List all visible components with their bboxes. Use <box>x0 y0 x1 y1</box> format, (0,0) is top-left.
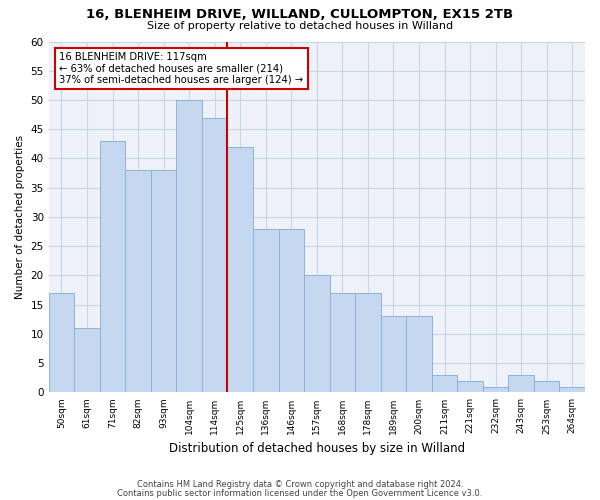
Text: 16, BLENHEIM DRIVE, WILLAND, CULLOMPTON, EX15 2TB: 16, BLENHEIM DRIVE, WILLAND, CULLOMPTON,… <box>86 8 514 20</box>
Text: Size of property relative to detached houses in Willand: Size of property relative to detached ho… <box>147 21 453 31</box>
Bar <box>176 100 202 392</box>
Bar <box>49 293 74 392</box>
Bar <box>329 293 355 392</box>
Y-axis label: Number of detached properties: Number of detached properties <box>15 135 25 299</box>
Bar <box>202 118 227 392</box>
Bar <box>483 386 508 392</box>
Bar <box>380 316 406 392</box>
Bar <box>355 293 380 392</box>
Text: Contains HM Land Registry data © Crown copyright and database right 2024.: Contains HM Land Registry data © Crown c… <box>137 480 463 489</box>
Bar <box>100 141 125 393</box>
Bar <box>457 380 483 392</box>
Bar <box>432 375 457 392</box>
Bar <box>125 170 151 392</box>
X-axis label: Distribution of detached houses by size in Willand: Distribution of detached houses by size … <box>169 442 465 455</box>
Bar <box>406 316 432 392</box>
Bar <box>74 328 100 392</box>
Bar <box>151 170 176 392</box>
Bar <box>253 228 278 392</box>
Bar <box>559 386 585 392</box>
Text: 16 BLENHEIM DRIVE: 117sqm
← 63% of detached houses are smaller (214)
37% of semi: 16 BLENHEIM DRIVE: 117sqm ← 63% of detac… <box>59 52 304 85</box>
Text: Contains public sector information licensed under the Open Government Licence v3: Contains public sector information licen… <box>118 488 482 498</box>
Bar <box>278 228 304 392</box>
Bar <box>227 147 253 392</box>
Bar <box>508 375 534 392</box>
Bar <box>304 276 329 392</box>
Bar <box>534 380 559 392</box>
